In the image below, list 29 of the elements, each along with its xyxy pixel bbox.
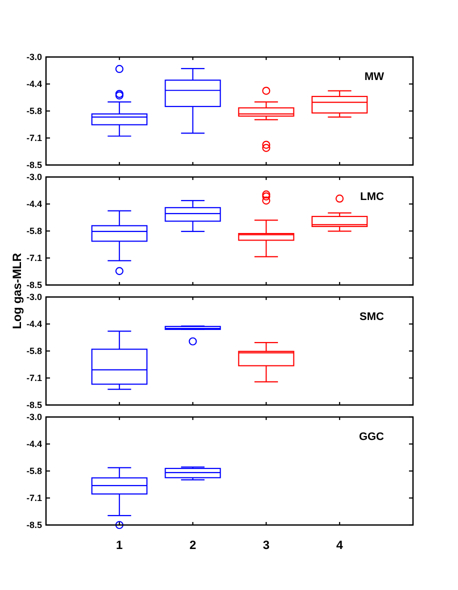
y-tick-label: -3.0 xyxy=(26,292,42,302)
text: GGC xyxy=(358,431,384,443)
y-axis-title: Log gas-MLR xyxy=(10,252,24,329)
y-tick-label: -8.5 xyxy=(26,160,42,170)
y-tick-label: -4.4 xyxy=(26,319,42,330)
text: MW xyxy=(364,71,385,83)
y-tick-label: -8.5 xyxy=(26,400,42,410)
text: SMC xyxy=(360,311,384,323)
y-tick-label: -5.8 xyxy=(26,346,42,356)
y-tick-label: -4.4 xyxy=(26,199,42,210)
y-tick-label: -5.8 xyxy=(26,106,42,116)
text: LMC xyxy=(360,191,384,203)
x-tick-label: 1 xyxy=(116,538,124,552)
y-tick-label: -4.4 xyxy=(26,439,42,450)
y-tick-label: -7.1 xyxy=(26,253,42,264)
y-tick-label: -7.1 xyxy=(26,133,42,144)
y-tick-label: -3.0 xyxy=(26,172,42,182)
y-tick-label: -4.4 xyxy=(26,79,42,90)
x-tick-label: 2 xyxy=(189,538,196,552)
y-tick-label: -5.8 xyxy=(26,466,42,476)
y-tick-label: -8.5 xyxy=(26,280,42,290)
x-tick-label: 4 xyxy=(336,538,344,552)
y-tick-label: -7.1 xyxy=(26,373,42,384)
y-tick-label: -5.8 xyxy=(26,226,42,236)
y-tick-label: -8.5 xyxy=(26,520,42,530)
y-tick-label: -3.0 xyxy=(26,412,42,422)
y-tick-label: -7.1 xyxy=(26,493,42,504)
x-tick-label: 3 xyxy=(262,538,270,552)
y-tick-label: -3.0 xyxy=(26,52,42,62)
